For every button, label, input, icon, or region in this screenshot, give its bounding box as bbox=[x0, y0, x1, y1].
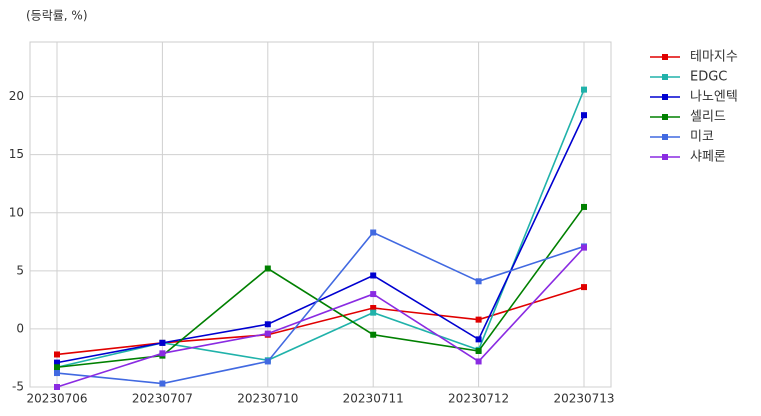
x-tick-label: 20230711 bbox=[343, 392, 404, 406]
point bbox=[264, 358, 271, 365]
point bbox=[54, 364, 60, 371]
point bbox=[581, 203, 587, 210]
legend-marker bbox=[662, 74, 668, 80]
point bbox=[264, 265, 271, 272]
legend-label: 샤페론 bbox=[690, 150, 726, 165]
legend-label: 미코 bbox=[690, 130, 714, 145]
point bbox=[370, 331, 377, 338]
point bbox=[581, 112, 587, 119]
series-line bbox=[56, 286, 585, 356]
point bbox=[159, 339, 166, 346]
point bbox=[581, 244, 587, 251]
point bbox=[370, 309, 377, 316]
legend-marker bbox=[662, 54, 668, 60]
series-line bbox=[56, 114, 585, 364]
y-tick-label: 0 bbox=[16, 321, 24, 335]
point bbox=[475, 278, 482, 285]
legend-marker bbox=[662, 154, 668, 160]
legend-marker bbox=[662, 134, 668, 140]
series-line bbox=[56, 231, 585, 385]
legend-label: EDGC bbox=[690, 70, 727, 85]
series-line bbox=[56, 247, 585, 388]
point bbox=[370, 229, 377, 236]
point bbox=[581, 86, 587, 93]
point bbox=[54, 359, 60, 366]
point bbox=[475, 336, 482, 343]
x-tick-label: 20230712 bbox=[448, 392, 509, 406]
x-tick-label: 20230707 bbox=[132, 392, 193, 406]
legend-label: 테마지수 bbox=[690, 50, 738, 65]
x-tick-label: 20230706 bbox=[26, 392, 87, 406]
legend-marker bbox=[662, 94, 668, 100]
y-tick-label: 15 bbox=[9, 147, 24, 161]
y-tick-label: 10 bbox=[9, 205, 24, 219]
plot-area bbox=[29, 41, 612, 388]
point bbox=[159, 380, 166, 387]
point bbox=[54, 384, 60, 390]
y-tick-label: 5 bbox=[16, 263, 24, 277]
point bbox=[370, 305, 377, 312]
point bbox=[475, 347, 482, 354]
series-line bbox=[56, 206, 585, 369]
point bbox=[475, 358, 482, 365]
point bbox=[54, 370, 60, 377]
legend-marker bbox=[662, 114, 668, 120]
point bbox=[581, 284, 587, 291]
y-axis-label: (등락률, %) bbox=[26, 9, 88, 23]
x-tick-label: 20230713 bbox=[553, 392, 614, 406]
point bbox=[54, 351, 60, 358]
point bbox=[370, 272, 377, 279]
y-tick-label: 20 bbox=[9, 89, 24, 103]
legend-label: 셀리드 bbox=[690, 110, 726, 125]
point bbox=[264, 321, 271, 328]
y-tick-label: -5 bbox=[12, 380, 24, 394]
point bbox=[475, 316, 482, 323]
point bbox=[264, 330, 271, 337]
series-line bbox=[56, 89, 585, 369]
legend-label: 나노엔텍 bbox=[690, 90, 738, 105]
point bbox=[159, 350, 166, 357]
point bbox=[370, 291, 377, 298]
x-tick-label: 20230710 bbox=[237, 392, 298, 406]
